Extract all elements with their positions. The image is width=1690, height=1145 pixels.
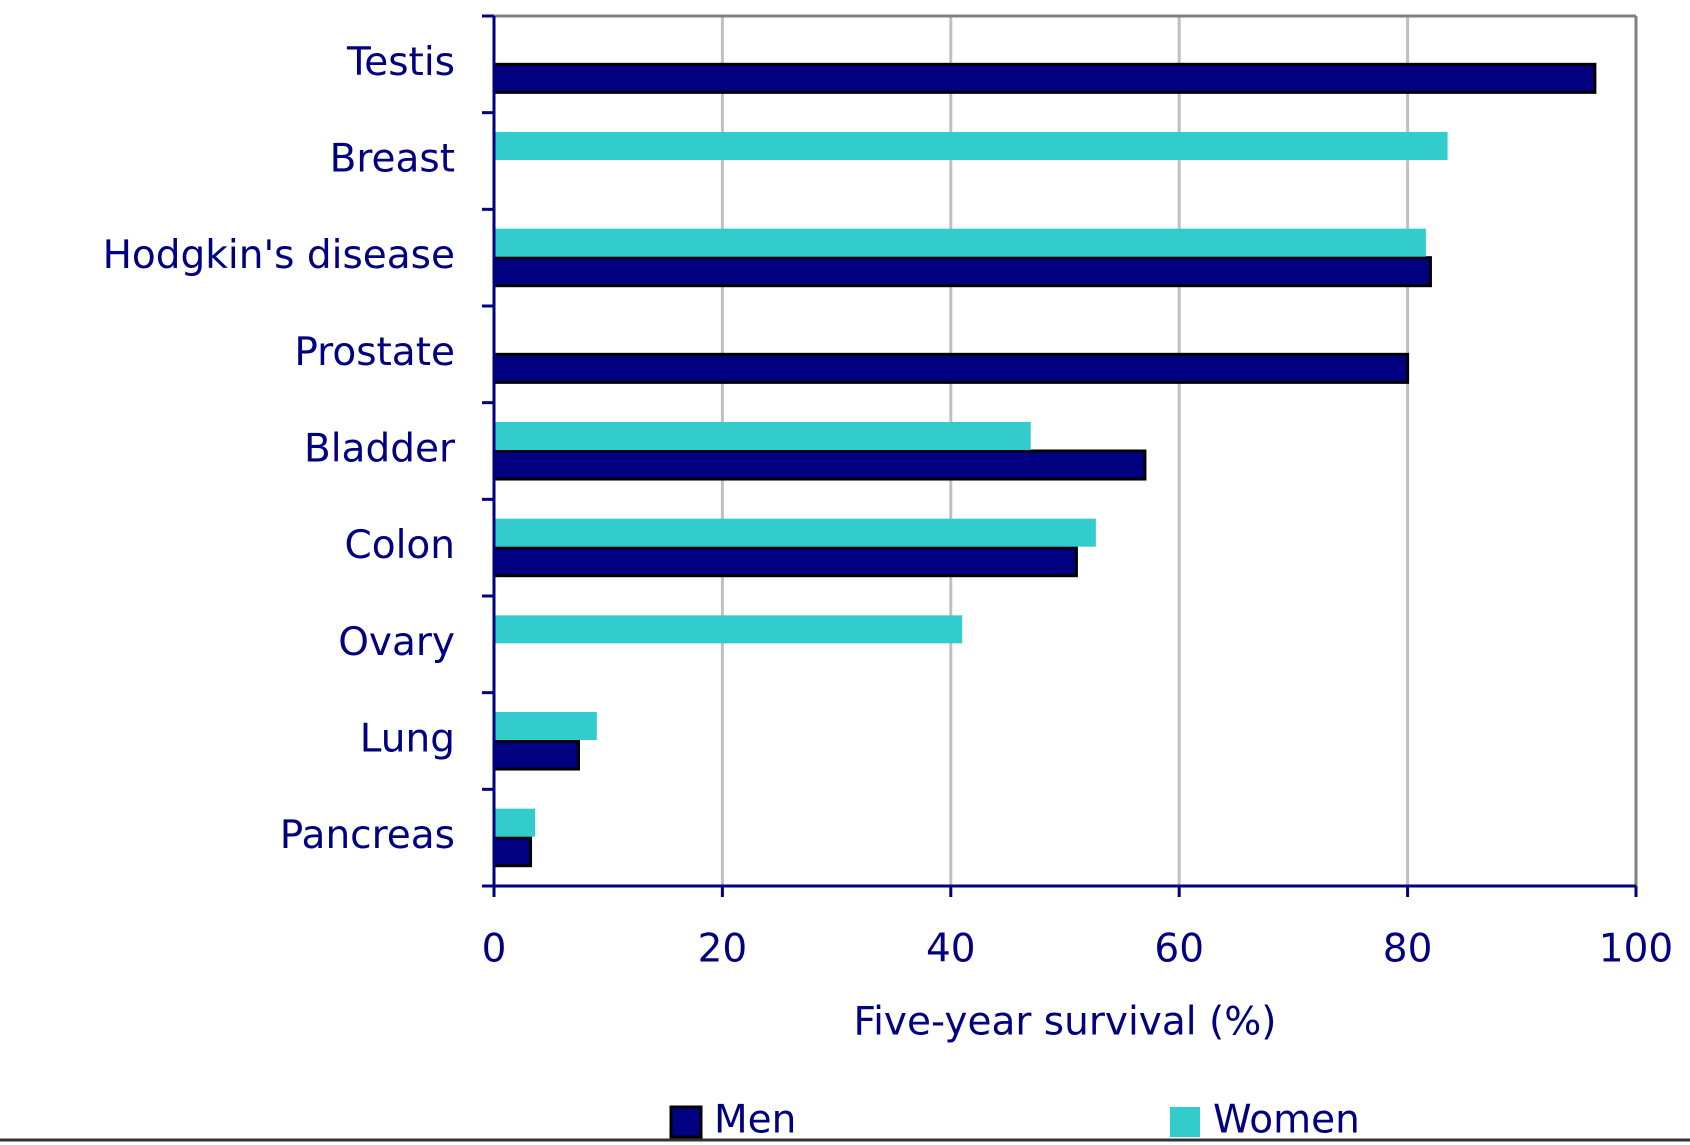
x-tick-label: 80 [1383, 927, 1433, 972]
bar [492, 449, 1147, 481]
y-tick-label: Bladder [304, 427, 456, 472]
x-tick-label: 60 [1154, 927, 1204, 972]
bar [492, 62, 1597, 94]
y-tick-label: Pancreas [280, 813, 455, 858]
bar [492, 256, 1432, 288]
bar [494, 422, 1031, 451]
bar [492, 739, 581, 771]
x-tick-label: 20 [698, 927, 748, 972]
y-tick-label: Ovary [338, 620, 455, 665]
x-tick-label: 0 [482, 927, 507, 972]
bar [494, 518, 1096, 547]
y-tick-label: Prostate [294, 330, 455, 375]
bar [492, 546, 1078, 578]
bar [494, 132, 1448, 161]
y-tick-label: Testis [346, 40, 455, 85]
y-tick-label: Colon [344, 523, 455, 568]
bar [492, 836, 533, 868]
x-tick-label: 40 [926, 927, 976, 972]
legend-label: Women [1213, 1098, 1360, 1143]
x-axis-title: Five-year survival (%) [854, 1000, 1277, 1045]
x-tick-label: 100 [1599, 927, 1673, 972]
legend-label: Men [714, 1098, 796, 1143]
bar [494, 808, 536, 837]
bar [494, 228, 1426, 257]
legend-swatch [669, 1105, 703, 1139]
bar [494, 615, 963, 644]
bar [494, 712, 597, 741]
y-tick-label: Lung [360, 717, 455, 762]
legend-swatch [1170, 1107, 1200, 1137]
bar [492, 352, 1410, 384]
y-tick-label: Hodgkin's disease [103, 233, 455, 278]
y-tick-label: Breast [330, 137, 455, 182]
